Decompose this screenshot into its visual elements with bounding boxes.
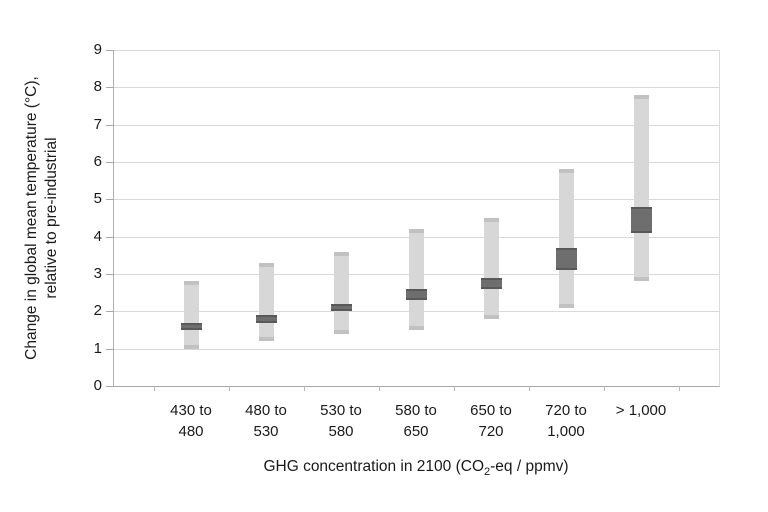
bar-cap <box>633 94 649 99</box>
x-axis-tick <box>153 386 155 391</box>
y-axis-tick <box>106 199 114 201</box>
x-axis-tick <box>528 386 530 391</box>
bar-cap <box>258 337 274 342</box>
y-tick-label-0: 0 <box>93 377 102 394</box>
y-tick-label-1: 1 <box>93 339 102 357</box>
y-tick-label-3: 3 <box>93 265 102 282</box>
y-tick-label-5: 5 <box>93 190 102 208</box>
full-range-bar-720 to 1,000 <box>558 169 574 308</box>
y-axis-tick <box>106 348 114 350</box>
y-axis-tick <box>106 87 114 89</box>
bar-cap <box>483 314 499 319</box>
y-axis-tick <box>106 162 114 163</box>
x-category-label-650 to 720: 650 to 720 <box>446 400 536 442</box>
bar-cap <box>183 344 199 349</box>
bar-cap <box>333 251 349 256</box>
y-axis-tick <box>106 311 114 313</box>
central-estimate-band-480 to 530 <box>255 315 277 323</box>
x-category-label-line: 530 to <box>320 402 362 419</box>
y-axis-tick <box>106 386 114 387</box>
x-category-label-line: 480 <box>178 423 204 440</box>
x-category-label-line: 580 <box>328 423 354 440</box>
x-axis-title-subscript: 2 <box>484 466 491 478</box>
gridline-y-8 <box>114 87 719 89</box>
gridline-y-9 <box>114 50 719 51</box>
y-tick-label-9: 9 <box>93 41 102 58</box>
bar-cap <box>333 329 349 334</box>
full-range-bar-530 to 580 <box>333 251 349 334</box>
x-category-label-480 to 530: 480 to 530 <box>221 400 311 442</box>
gridline-y-7 <box>114 124 719 126</box>
y-axis-tick <box>106 124 114 126</box>
y-axis-title-line2: relative to pre-industrial <box>43 137 60 299</box>
x-category-label-720 to 1,000: 720 to 1,000 <box>521 400 611 442</box>
x-axis-tick <box>453 386 455 391</box>
x-category-label-line: 530 <box>253 423 279 440</box>
x-category-label-line: 430 to <box>170 402 212 419</box>
central-estimate-band-530 to 580 <box>330 303 352 312</box>
full-range-bar-> 1,000 <box>633 94 649 282</box>
central-estimate-band-> 1,000 <box>630 206 652 233</box>
bar-cap <box>483 218 499 222</box>
x-category-label-line: 720 <box>478 423 504 440</box>
central-estimate-band-650 to 720 <box>480 277 502 289</box>
x-category-label-430 to 480: 430 to 480 <box>146 400 236 442</box>
y-axis-title: Change in global mean temperature (°C), … <box>22 76 62 360</box>
x-category-label-line: 650 <box>403 423 429 440</box>
y-tick-label-6: 6 <box>93 153 102 170</box>
y-axis-title-line1: Change in global mean temperature (°C), <box>23 76 40 360</box>
y-tick-label-7: 7 <box>93 115 102 133</box>
gridline-y-5 <box>114 199 719 201</box>
bar-cap <box>183 281 199 286</box>
bar-cap <box>558 303 574 308</box>
bar-cap <box>558 169 574 174</box>
full-range-bar-430 to 480 <box>183 281 199 349</box>
central-estimate-band-720 to 1,000 <box>555 247 577 271</box>
x-category-label-line: > 1,000 <box>615 402 667 419</box>
full-range-bar-480 to 530 <box>258 262 274 342</box>
plot-area: 0 1 2 3 4 5 6 7 8 9 430 to 480 480 to 530 530 to 580 580… <box>94 41 720 440</box>
x-axis-tick <box>378 386 380 391</box>
full-range-bar-580 to 650 <box>408 229 424 330</box>
y-tick-label-8: 8 <box>93 78 102 96</box>
bar-cap <box>408 229 424 234</box>
gridline-y-1 <box>114 348 719 350</box>
x-category-label-> 1,000: > 1,000 <box>596 400 686 421</box>
bar-cap <box>258 262 274 267</box>
y-axis-tick <box>106 274 114 275</box>
x-category-label-line: 580 to <box>395 402 437 419</box>
y-tick-label-2: 2 <box>93 302 102 320</box>
x-category-label-line: 650 to <box>470 402 512 419</box>
y-tick-label-4: 4 <box>93 227 102 245</box>
x-axis-tick <box>303 386 305 391</box>
x-category-label-line: 1,000 <box>547 423 585 440</box>
x-category-label-line: 720 to <box>545 402 587 419</box>
x-axis-title-suffix: -eq / ppmv) <box>490 458 569 475</box>
x-axis-title: GHG concentration in 2100 (CO2-eq / ppmv… <box>116 458 716 478</box>
central-estimate-band-580 to 650 <box>405 288 427 301</box>
x-axis-tick <box>678 386 680 391</box>
x-axis-tick <box>603 386 605 391</box>
bar-cap <box>633 277 649 282</box>
full-range-bar-650 to 720 <box>483 218 499 319</box>
y-axis-tick <box>106 236 114 238</box>
central-estimate-band-430 to 480 <box>180 322 202 330</box>
x-category-label-line: 480 to <box>245 402 287 419</box>
bar-cap <box>408 325 424 330</box>
x-category-label-530 to 580: 530 to 580 <box>296 400 386 442</box>
x-axis-title-text: GHG concentration in 2100 (CO <box>263 458 485 475</box>
x-axis-tick <box>228 386 230 391</box>
y-axis-tick <box>106 50 114 51</box>
x-category-label-580 to 650: 580 to 650 <box>371 400 461 442</box>
gridline-y-6 <box>114 162 719 163</box>
